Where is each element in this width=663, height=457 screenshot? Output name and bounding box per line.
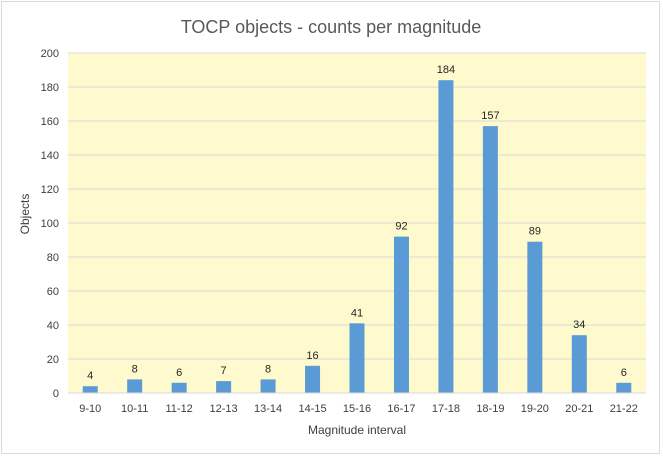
bar-value-label: 6 <box>176 367 182 379</box>
bar-9-10 <box>82 386 98 393</box>
y-tick-label: 180 <box>41 82 59 94</box>
x-tick-label: 15-16 <box>343 403 371 415</box>
bar-13-14 <box>260 379 276 393</box>
x-tick-label: 9-10 <box>79 403 101 415</box>
bar-20-21 <box>571 335 587 393</box>
bar-value-label: 4 <box>87 370 93 382</box>
y-tick-label: 80 <box>47 252 59 264</box>
x-tick-label: 17-18 <box>432 403 460 415</box>
x-tick-label: 11-12 <box>165 403 192 415</box>
y-tick-label: 120 <box>41 184 59 196</box>
y-tick-label: 200 <box>41 48 59 60</box>
x-tick-label: 21-22 <box>610 403 638 415</box>
bar-15-16 <box>349 323 365 393</box>
bar-value-label: 184 <box>437 64 455 76</box>
x-tick-label: 20-21 <box>565 403 593 415</box>
data-labels: 4 8 6 7 8 16 41 92 184 157 89 34 6 <box>87 64 627 382</box>
x-tick-label: 16-17 <box>387 403 415 415</box>
bars <box>82 80 632 393</box>
bar-19-20 <box>527 241 543 393</box>
bar-18-19 <box>482 126 498 393</box>
bar-value-label: 34 <box>573 319 585 331</box>
bar-17-18 <box>438 80 454 393</box>
bar-value-label: 7 <box>221 365 227 377</box>
x-tick-label: 12-13 <box>210 403 238 415</box>
y-axis-title: Objects <box>18 194 32 235</box>
y-tick-label: 140 <box>41 150 59 162</box>
gridlines <box>68 52 646 360</box>
y-tick-label: 20 <box>47 354 59 366</box>
chart-title: TOCP objects - counts per magnitude <box>181 17 482 37</box>
bar-11-12 <box>171 382 187 393</box>
bar-value-label: 8 <box>265 363 271 375</box>
x-tick-label: 14-15 <box>298 403 326 415</box>
bar-value-label: 16 <box>306 350 318 362</box>
x-tick-label: 18-19 <box>476 403 504 415</box>
x-tick-label: 13-14 <box>254 403 282 415</box>
y-tick-label: 40 <box>47 320 59 332</box>
bar-14-15 <box>305 365 321 393</box>
bar-value-label: 89 <box>529 226 541 238</box>
bar-value-label: 6 <box>621 367 627 379</box>
bar-value-label: 41 <box>351 307 363 319</box>
bar-value-label: 8 <box>132 363 138 375</box>
y-tick-label: 0 <box>53 388 59 400</box>
bar-21-22 <box>616 382 632 393</box>
bar-value-label: 157 <box>481 110 499 122</box>
bar-value-label: 92 <box>395 221 407 233</box>
x-tick-label: 10-11 <box>121 403 148 415</box>
y-tick-label: 60 <box>47 286 59 298</box>
bar-12-13 <box>216 381 232 393</box>
bar-10-11 <box>127 379 143 393</box>
bar-16-17 <box>393 236 409 393</box>
y-tick-label: 100 <box>41 218 59 230</box>
x-axis-title: Magnitude interval <box>308 423 406 437</box>
x-tick-label: 19-20 <box>521 403 549 415</box>
y-axis-ticks: 0 20 40 60 80 100 120 140 160 180 200 <box>41 48 59 400</box>
x-axis-ticks: 9-10 10-11 11-12 12-13 13-14 14-15 15-16 16-17 1… <box>79 403 638 415</box>
y-tick-label: 160 <box>41 116 59 128</box>
